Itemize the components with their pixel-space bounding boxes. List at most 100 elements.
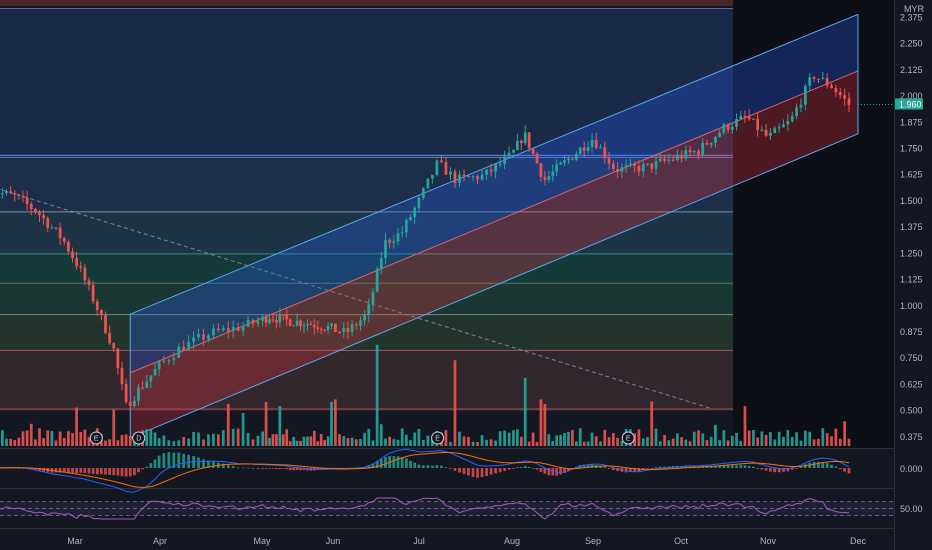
candle-body [843,95,846,99]
time-tick-label: Sep [585,536,601,546]
fib-zone [0,8,733,157]
candle-body [29,203,33,209]
macd-panel[interactable] [0,448,851,493]
volume-bar [182,436,186,446]
volume-bar [527,441,531,446]
fib-zone [0,156,733,212]
macd-histogram-bar [435,465,439,468]
macd-histogram-bar [162,453,166,468]
macd-histogram-bar [453,468,457,471]
event-marker-text: E [435,436,440,443]
volume-bar [256,435,260,446]
event-marker-D[interactable]: D [132,431,146,445]
candle-body [547,176,551,180]
candle-body [404,220,408,233]
channel-lower-line [130,133,859,439]
candle-body [388,239,392,243]
volume-bar [535,441,539,446]
macd-histogram-bar [271,468,275,469]
event-marker-E[interactable]: E [621,431,635,445]
event-marker-E[interactable]: E [89,431,103,445]
candle-body [246,319,250,327]
candle-body [611,163,615,169]
volume-bar [197,432,200,446]
candle-body [637,165,641,172]
macd-histogram-bar [603,466,607,468]
price-tick-label: 1.125 [900,275,923,285]
candle-body [834,88,838,93]
candle-body [688,150,692,153]
volume-bar [786,430,790,446]
macd-histogram-bar [817,461,820,468]
volume-bar [104,440,107,446]
candle-body [435,160,439,175]
time-tick-label: Aug [504,536,520,546]
candle-body [338,331,341,333]
macd-histogram-bar [124,468,128,477]
volume-bar [268,437,271,446]
macd-histogram-bar [773,468,777,473]
candle-body [278,314,282,323]
volume-bar [476,441,479,446]
volume-bar [422,439,425,446]
candle-body [574,153,578,160]
volume-bar [654,428,658,446]
macd-histogram-bar [494,468,497,474]
candle-body [480,174,484,180]
candle-body [187,341,191,351]
candle-body [116,348,120,369]
macd-histogram-bar [104,468,107,475]
candle-body [431,174,434,179]
rsi-panel[interactable] [0,497,894,520]
macd-histogram-bar [157,455,161,468]
volume-bar [404,434,408,446]
candle-body [157,361,161,369]
volume-bar [79,431,83,446]
volume-bar [603,429,607,446]
volume-bar [21,431,25,446]
event-marker-E[interactable]: E [431,431,445,445]
candle-body [128,402,132,406]
candle-body [624,165,628,168]
volume-bar [714,424,717,446]
macd-histogram-bar [539,468,543,472]
macd-histogram-bar [95,468,99,475]
fib-zone [0,211,733,254]
macd-histogram-bar [714,465,717,468]
volume-bar [462,436,466,446]
volume-bar [574,441,578,446]
volume-bar [312,430,316,446]
macd-histogram-bar [747,466,751,468]
volume-bar [87,437,91,446]
volume-bar [241,413,245,446]
macd-histogram-bar [38,468,41,471]
candle-body [620,167,624,172]
candle-body [79,266,83,268]
volume-bar [133,441,136,446]
candle-body [172,357,176,361]
volume-bar [790,436,794,446]
volume-bar [769,432,772,446]
macd-histogram-bar [268,468,271,469]
candle-body [145,381,149,388]
candle-body [812,77,816,79]
volume-bar [507,432,511,446]
candle-body [241,326,245,331]
candle-body [71,251,74,259]
volume-bar [371,440,375,446]
volume-bar [803,430,807,446]
macd-histogram-bar [58,468,62,473]
price-tick-label: 1.875 [900,117,923,127]
candle-body [413,207,417,218]
volume-bar [216,434,220,446]
price-tick-label: 0.500 [900,406,923,416]
candle-body [847,98,851,105]
volume-bar [722,430,726,446]
candle-body [379,258,383,269]
macd-histogram-bar [559,468,562,475]
currency-label: MYR [904,4,925,14]
candles[interactable] [0,71,851,408]
candle-body [503,156,506,164]
